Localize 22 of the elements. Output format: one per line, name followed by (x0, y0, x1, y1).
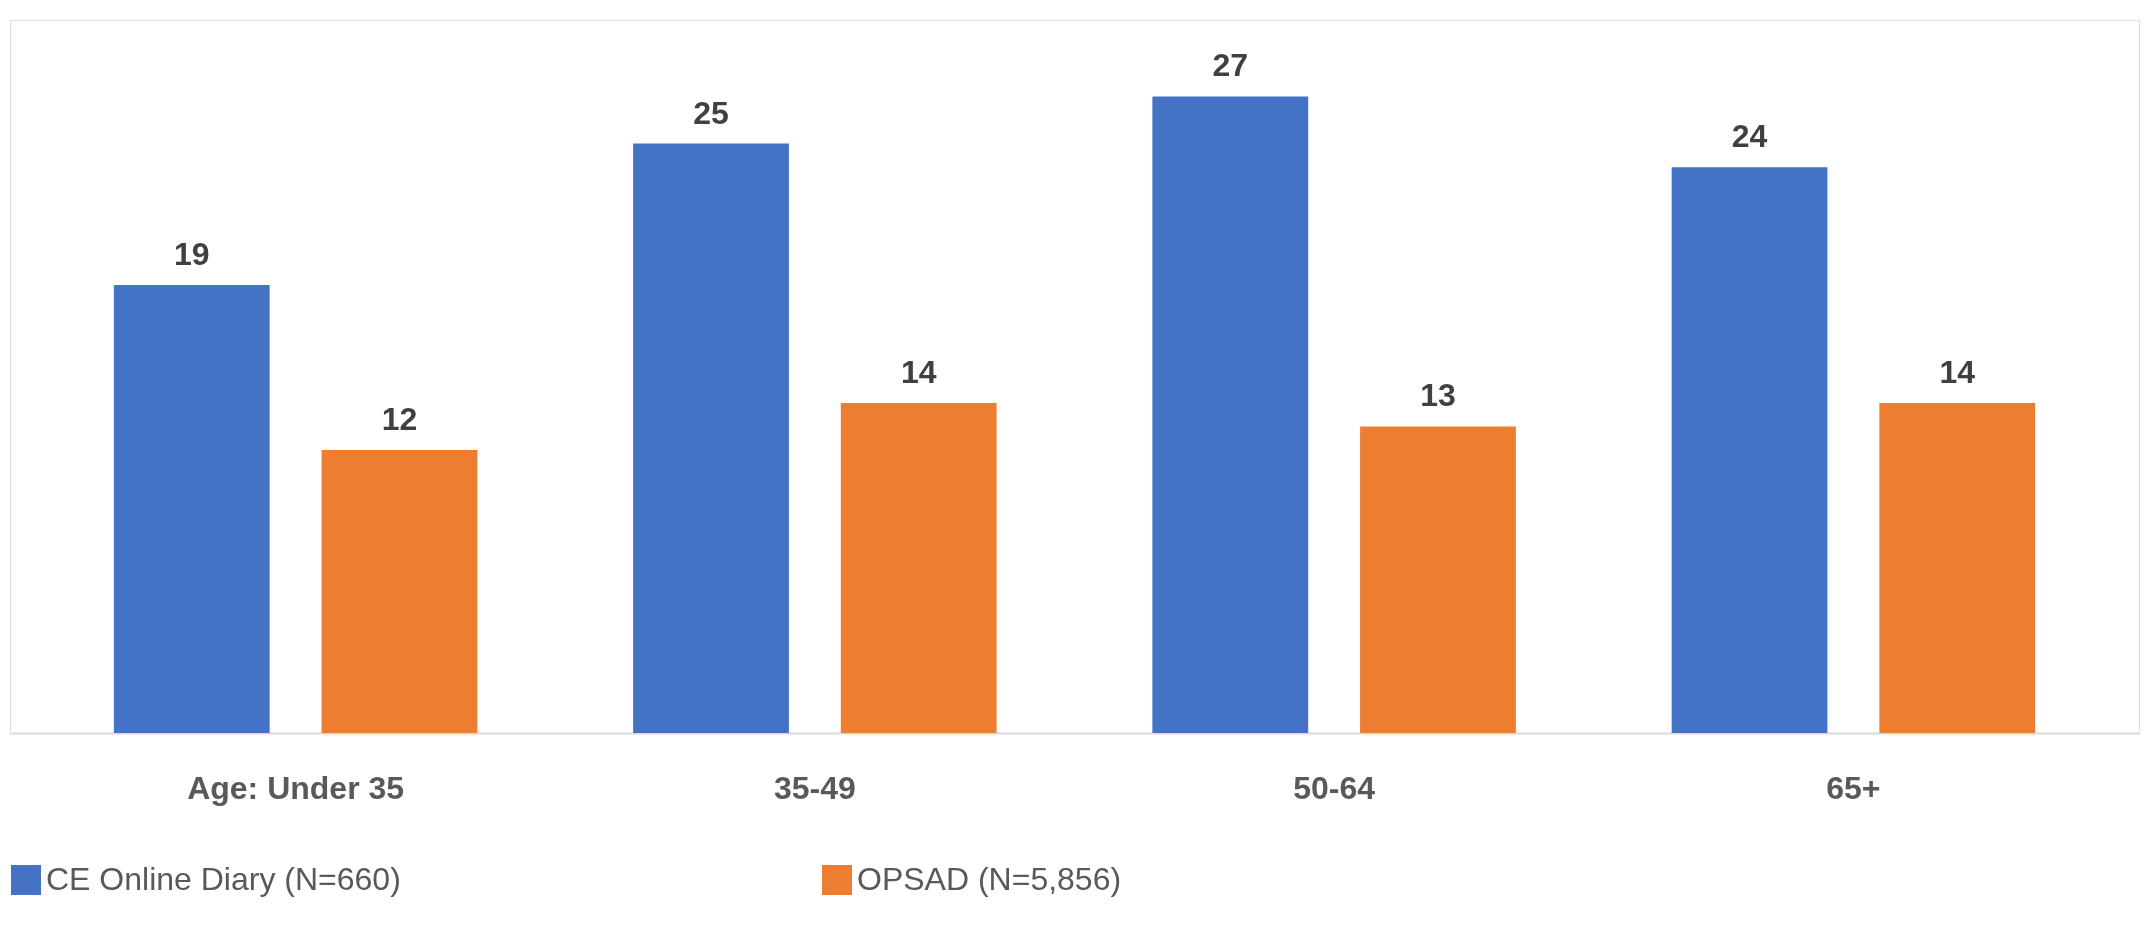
data-label: 25 (693, 94, 729, 131)
bar (113, 285, 270, 733)
x-tick-label: 35-49 (773, 769, 856, 806)
data-label: 19 (173, 236, 210, 273)
data-label: 12 (381, 401, 418, 438)
data-label: 14 (1939, 353, 1976, 390)
x-tick-label: 50-64 (1293, 769, 1376, 806)
bar (1879, 402, 2036, 733)
data-label: 24 (1731, 118, 1768, 155)
bar (1671, 167, 1828, 733)
x-tick-label: Age: Under 35 (187, 769, 405, 806)
bar (1360, 426, 1516, 733)
bar (633, 143, 789, 733)
bar (321, 450, 478, 733)
legend-label: CE Online Diary (N=660) (46, 861, 401, 897)
data-label: 13 (1420, 377, 1456, 414)
data-label: 14 (900, 353, 937, 390)
x-tick-label: 65+ (1826, 769, 1881, 806)
legend-label: OPSAD (N=5,856) (857, 861, 1122, 897)
bar (840, 402, 997, 733)
bar (1152, 96, 1309, 733)
data-label: 27 (1212, 47, 1249, 84)
